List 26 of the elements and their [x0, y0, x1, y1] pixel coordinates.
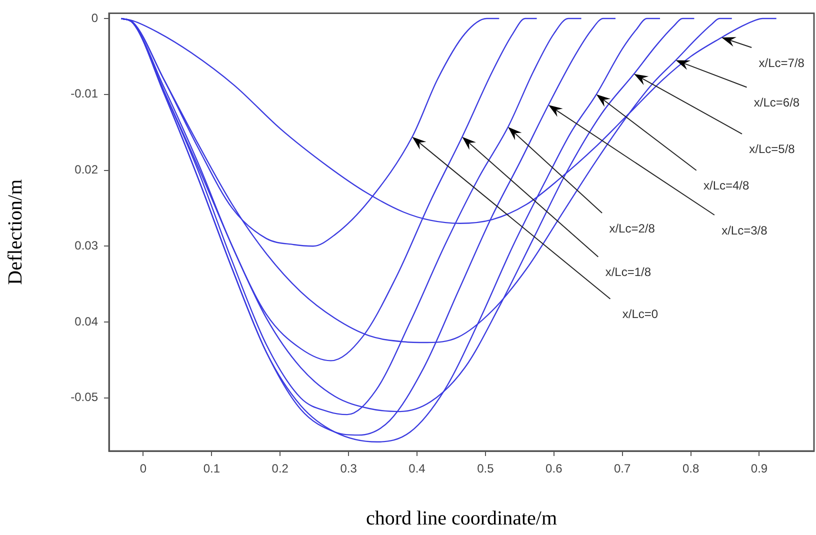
annotation: x/Lc=2/8: [609, 221, 656, 236]
x-tick-label: 0.2: [272, 462, 289, 476]
y-tick-label: 0: [91, 10, 98, 25]
y-tick-label: 0.02: [74, 162, 98, 177]
y-axis-title: Deflection/m: [4, 178, 26, 285]
annotation: x/Lc=7/8: [758, 56, 805, 70]
y-tick-label: -0.01: [70, 86, 98, 101]
annotation: x/Lc=0: [622, 307, 658, 322]
annotation: x/Lc=6/8: [754, 96, 800, 110]
x-tick-label: 0.6: [546, 462, 563, 476]
annotation: x/Lc=3/8: [722, 223, 768, 238]
x-tick-label: 0.3: [340, 462, 358, 476]
y-tick-label: 0.04: [74, 314, 98, 328]
x-tick-label: 0.4: [408, 462, 426, 476]
x-tick-label: 0.7: [614, 462, 632, 476]
x-tick-label: 0.1: [203, 462, 220, 476]
y-tick-label: 0.03: [74, 238, 98, 252]
annotation: x/Lc=5/8: [749, 142, 796, 156]
y-tick-label: -0.05: [70, 390, 98, 404]
x-tick-label: 0: [140, 462, 147, 476]
annotation: x/Lc=4/8: [703, 178, 750, 193]
x-tick-label: 0.8: [682, 462, 700, 476]
annotation: x/Lc=1/8: [605, 265, 652, 280]
x-tick-label: 0.9: [750, 462, 768, 476]
x-tick-label: 0.5: [477, 462, 494, 476]
x-axis-title: chord line coordinate/m: [366, 507, 558, 530]
